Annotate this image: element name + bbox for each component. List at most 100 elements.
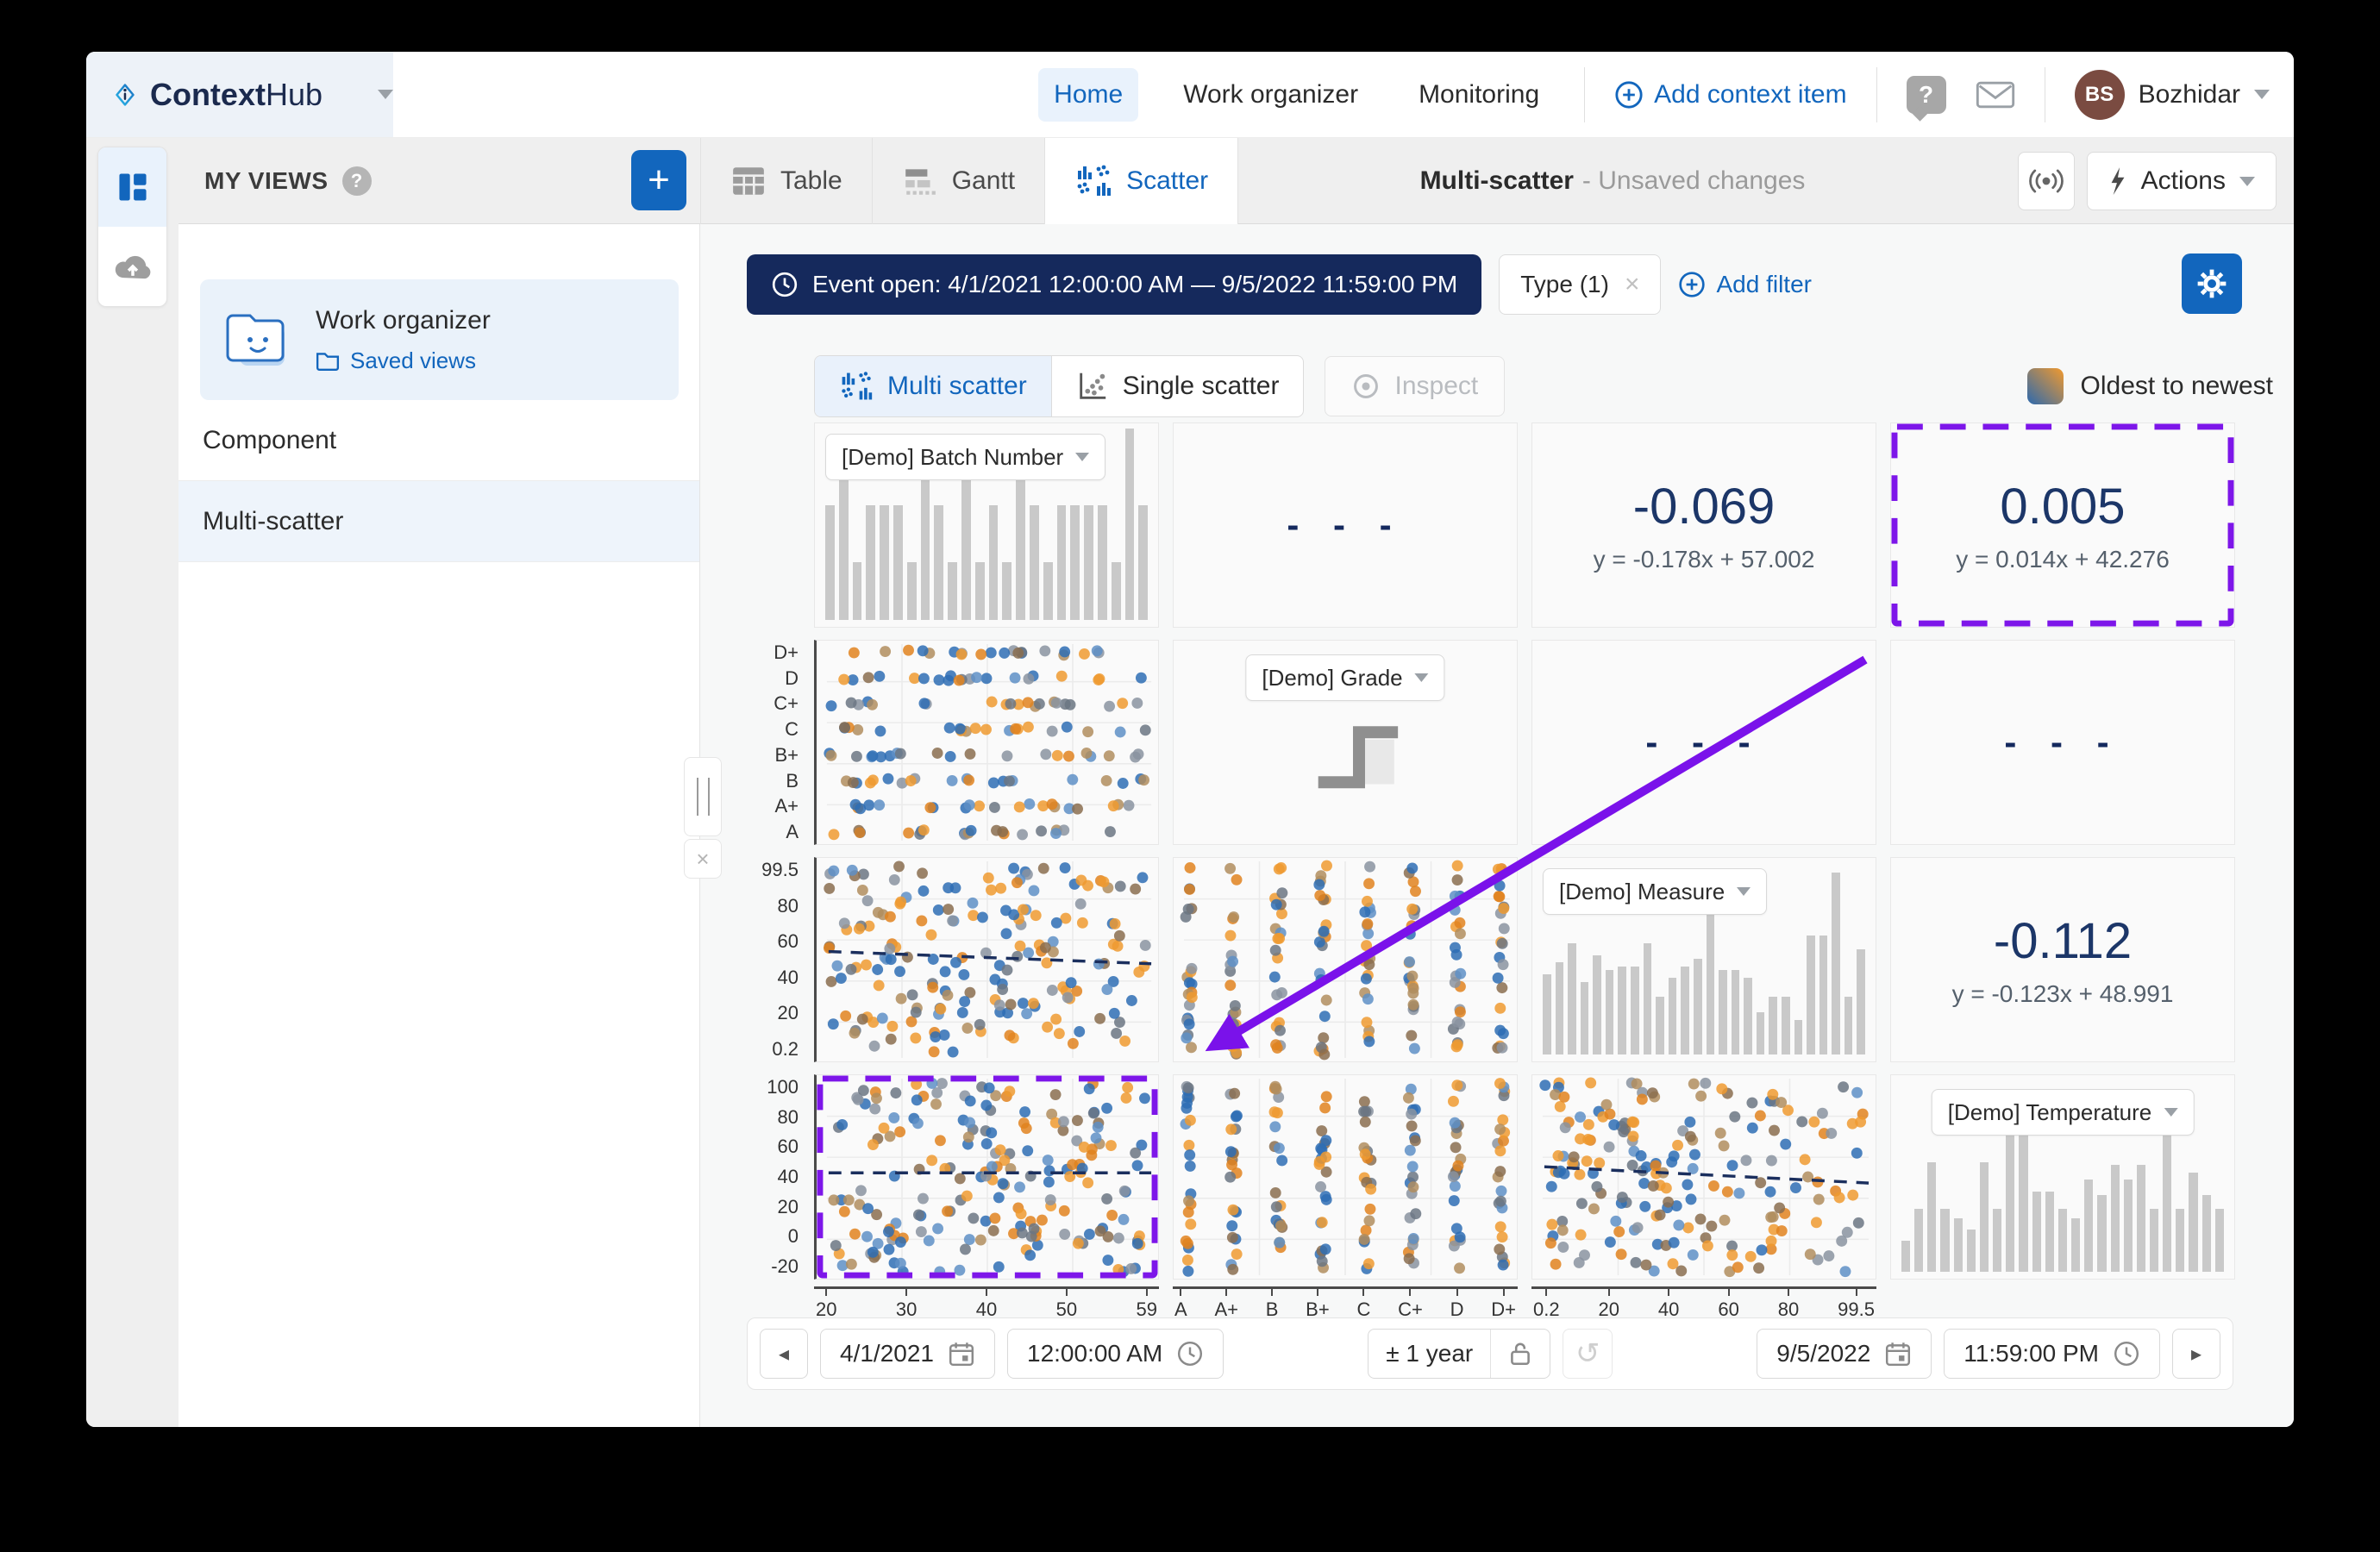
cell-r3c4-correlation[interactable]: -0.112 y = -0.123x + 48.991 bbox=[1890, 857, 2235, 1062]
cell-batch-histogram[interactable]: [Demo] Batch Number bbox=[814, 422, 1159, 628]
brand[interactable]: ContextHub bbox=[86, 52, 393, 137]
broadcast-button[interactable] bbox=[2017, 152, 2075, 210]
correlation-value: 0.005 bbox=[2000, 478, 2126, 535]
scatter-mode-toggle: Multi scatter Single scatter bbox=[814, 355, 1305, 417]
inspect-button[interactable]: Inspect bbox=[1325, 356, 1506, 416]
time-step-forward-button[interactable]: ▸ bbox=[2172, 1329, 2220, 1379]
actions-button[interactable]: Actions bbox=[2086, 152, 2277, 210]
cell-r2c4-no-correlation[interactable]: - - - bbox=[1890, 640, 2235, 845]
avatar: BS bbox=[2074, 69, 2125, 120]
nav-item-monitoring[interactable]: Monitoring bbox=[1419, 79, 1540, 109]
history-button[interactable]: ↺ bbox=[1563, 1329, 1613, 1379]
user-name: Bozhidar bbox=[2138, 79, 2240, 109]
clock-icon bbox=[1178, 1341, 1203, 1367]
tab-table[interactable]: Table bbox=[700, 138, 873, 224]
nav-item-work-organizer[interactable]: Work organizer bbox=[1183, 79, 1359, 109]
main-nav: Home Work organizer Monitoring Add conte… bbox=[393, 52, 2294, 137]
views-panel-button[interactable] bbox=[98, 147, 166, 227]
time-step-back-button[interactable]: ◂ bbox=[760, 1329, 808, 1379]
start-time-field[interactable]: 12:00:00 AM bbox=[1007, 1329, 1224, 1379]
collapse-panel-button[interactable] bbox=[684, 839, 722, 879]
batch-x-axis: 20 30 40 50 59 bbox=[814, 1286, 1159, 1321]
cell-r1c4-correlation-selected[interactable]: 0.005 y = 0.014x + 42.276 bbox=[1890, 422, 2235, 628]
table-icon bbox=[733, 167, 764, 195]
divider bbox=[1584, 66, 1586, 122]
brand-caret-icon[interactable] bbox=[378, 90, 393, 99]
scatter-icon bbox=[1077, 165, 1112, 196]
cell-measure-vs-batch-scatter[interactable] bbox=[814, 857, 1159, 1062]
sidebar-item-multi-scatter[interactable]: Multi-scatter bbox=[178, 481, 699, 562]
view-bar: MY VIEWS Table Gantt Scatter Multi-scatt… bbox=[86, 138, 2294, 224]
cell-temperature-vs-grade-scatter[interactable] bbox=[1173, 1074, 1518, 1280]
temperature-y-axis: 100 80 60 40 20 0 -20 bbox=[767, 1076, 799, 1277]
saved-views-link[interactable]: Saved views bbox=[316, 347, 491, 374]
brand-name: ContextHub bbox=[149, 76, 323, 112]
end-time-field[interactable]: 11:59:00 PM bbox=[1944, 1329, 2160, 1379]
add-view-button[interactable] bbox=[631, 150, 686, 210]
help-icon[interactable] bbox=[1906, 75, 1946, 114]
user-caret-icon bbox=[2254, 90, 2270, 99]
range-value[interactable]: ± 1 year bbox=[1386, 1340, 1474, 1367]
dashboard-icon bbox=[118, 173, 147, 201]
type-filter[interactable]: Type (1) bbox=[1499, 254, 1662, 315]
settings-button[interactable] bbox=[2182, 253, 2242, 314]
multi-scatter-toggle[interactable]: Multi scatter bbox=[815, 356, 1051, 416]
grade-variable-dropdown[interactable]: [Demo] Grade bbox=[1245, 654, 1445, 701]
end-date-field[interactable]: 9/5/2022 bbox=[1757, 1329, 1932, 1379]
gradient-swatch bbox=[2026, 368, 2064, 404]
nav-item-home[interactable]: Home bbox=[1038, 67, 1139, 122]
event-open-filter[interactable]: Event open: 4/1/2021 12:00:00 AM — 9/5/2… bbox=[747, 254, 1482, 315]
batch-variable-dropdown[interactable]: [Demo] Batch Number bbox=[825, 434, 1106, 480]
cell-temperature-vs-measure-scatter[interactable] bbox=[1531, 1074, 1876, 1280]
cloud-upload-icon bbox=[115, 255, 150, 279]
cell-temperature-histogram[interactable]: [Demo] Temperature bbox=[1890, 1074, 2235, 1280]
inspect-icon bbox=[1354, 374, 1379, 398]
cloud-upload-button[interactable] bbox=[98, 227, 166, 306]
view-bar-buttons: Actions bbox=[2017, 152, 2277, 210]
cell-measure-histogram[interactable]: [Demo] Measure bbox=[1531, 857, 1876, 1062]
batch-histogram bbox=[825, 429, 1149, 620]
lock-button[interactable] bbox=[1490, 1330, 1550, 1378]
view-tabs: Table Gantt Scatter bbox=[700, 138, 1239, 224]
measure-x-axis: 0.2 20 40 60 80 99.5 bbox=[1531, 1286, 1876, 1321]
cell-grade-vs-batch-scatter[interactable] bbox=[814, 640, 1159, 845]
gear-icon bbox=[2197, 269, 2227, 298]
tab-scatter[interactable]: Scatter bbox=[1045, 138, 1239, 224]
add-context-item-button[interactable]: Add context item bbox=[1614, 80, 1847, 110]
drag-handle[interactable] bbox=[684, 757, 722, 836]
cell-temperature-vs-batch-scatter-selected[interactable] bbox=[814, 1074, 1159, 1280]
temperature-variable-dropdown[interactable]: [Demo] Temperature bbox=[1931, 1089, 2195, 1136]
folder-smiley-icon bbox=[226, 314, 285, 366]
measure-variable-dropdown[interactable]: [Demo] Measure bbox=[1543, 868, 1768, 915]
messages-icon[interactable] bbox=[1976, 79, 2015, 110]
plus-circle-icon bbox=[1679, 272, 1706, 297]
app-window: ContextHub Home Work organizer Monitorin… bbox=[86, 52, 2294, 1427]
work-organizer-card[interactable]: Work organizer Saved views bbox=[200, 279, 679, 400]
view-title: Multi-scatter - Unsaved changes bbox=[1419, 166, 1806, 195]
calendar-icon bbox=[949, 1342, 974, 1367]
add-filter-button[interactable]: Add filter bbox=[1678, 271, 1812, 298]
rail-pill bbox=[97, 147, 167, 307]
sidebar-item-component[interactable]: Component bbox=[178, 400, 699, 481]
top-navigation: ContextHub Home Work organizer Monitorin… bbox=[86, 52, 2294, 138]
contexthub-logo-icon bbox=[116, 83, 135, 106]
single-scatter-toggle[interactable]: Single scatter bbox=[1050, 356, 1304, 416]
cell-grade-step[interactable]: [Demo] Grade bbox=[1173, 640, 1518, 845]
step-function-icon bbox=[1318, 726, 1399, 789]
remove-filter-icon[interactable] bbox=[1625, 270, 1640, 299]
tab-gantt[interactable]: Gantt bbox=[873, 138, 1046, 224]
color-legend: Oldest to newest bbox=[2026, 368, 2273, 404]
my-views-help-icon[interactable] bbox=[341, 166, 372, 196]
cell-r1c2-no-correlation[interactable]: - - - bbox=[1173, 422, 1518, 628]
cell-r2c3-no-correlation[interactable]: - - - bbox=[1531, 640, 1876, 845]
plus-circle-icon bbox=[1615, 80, 1643, 109]
user-menu[interactable]: BS Bozhidar bbox=[2074, 69, 2270, 120]
cell-measure-vs-grade-scatter[interactable] bbox=[1173, 857, 1518, 1062]
cell-r1c3-correlation[interactable]: -0.069 y = -0.178x + 57.002 bbox=[1531, 422, 1876, 628]
start-date-field[interactable]: 4/1/2021 bbox=[820, 1329, 995, 1379]
folder-icon bbox=[316, 353, 340, 371]
work-organizer-card-title: Work organizer bbox=[316, 305, 491, 335]
grade-x-axis: A A+ B B+ C C+ D D+ bbox=[1173, 1286, 1518, 1321]
left-rail bbox=[86, 138, 178, 1427]
